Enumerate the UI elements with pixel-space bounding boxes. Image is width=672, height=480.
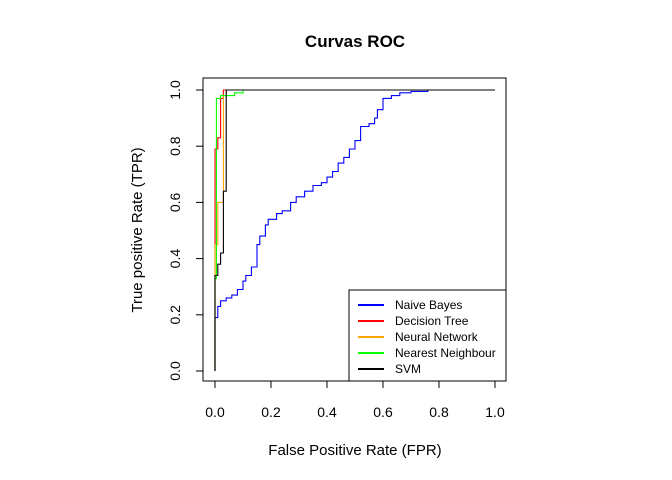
x-tick-label: 0.2: [261, 404, 281, 420]
series-layer: [214, 89, 495, 371]
chart-title: Curvas ROC: [305, 32, 405, 51]
y-axis-label: True positive Rate (TPR): [129, 147, 146, 312]
x-axis: 0.0 0.2 0.4 0.6 0.8 1.0: [205, 380, 505, 420]
y-tick-label: 1.0: [167, 80, 183, 100]
x-tick-label: 0.8: [429, 404, 449, 420]
legend: Naive Bayes Decision Tree Neural Network Ne…: [348, 289, 507, 382]
legend-label-2: Decision Tree: [395, 314, 469, 328]
legend-label-1: Naive Bayes: [395, 298, 462, 312]
x-tick-label: 1.0: [485, 404, 505, 420]
series-line-1: [214, 89, 495, 371]
y-tick-label: 0.6: [167, 192, 183, 212]
x-tick-label: 0.6: [373, 404, 393, 420]
x-tick-label: 0.4: [317, 404, 337, 420]
legend-label-5: SVM: [395, 362, 421, 376]
series-line-4: [214, 89, 495, 371]
x-tick-label: 0.0: [205, 404, 225, 420]
legend-label-3: Neural Network: [395, 330, 479, 344]
y-axis: 0.0 0.2 0.4 0.6 0.8 1.0: [167, 80, 204, 381]
y-tick-label: 0.4: [167, 249, 183, 269]
x-axis-label: False Positive Rate (FPR): [268, 442, 441, 459]
legend-label-4: Nearest Neighbour: [395, 346, 496, 360]
y-tick-label: 0.8: [167, 136, 183, 156]
y-tick-label: 0.0: [167, 361, 183, 381]
y-tick-label: 0.2: [167, 305, 183, 325]
series-line-5: [214, 89, 495, 371]
